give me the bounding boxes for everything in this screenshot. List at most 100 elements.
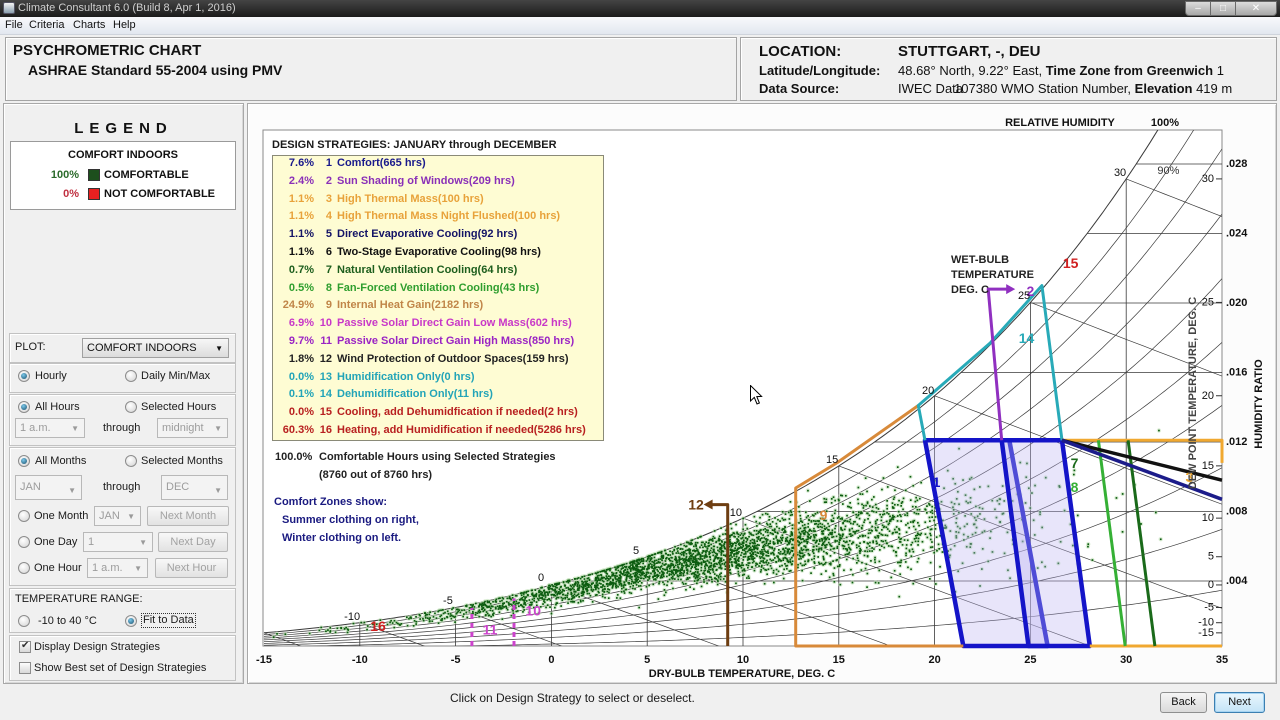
all-months-label[interactable]: All Months <box>35 455 87 467</box>
sun-shading-zone[interactable] <box>986 287 1013 441</box>
hourly-radio[interactable] <box>18 370 30 382</box>
display-strategies-checkbox[interactable] <box>19 640 31 653</box>
one-month-dropdown[interactable]: JAN ▼ <box>94 506 141 526</box>
strategy-row-1[interactable]: 7.6% 1 Comfort(665 hrs) <box>273 155 603 173</box>
show-best-strategies-checkbox[interactable] <box>19 662 31 674</box>
selected-months-radio[interactable] <box>125 455 137 467</box>
legend-not-comfortable-label: NOT COMFORTABLE <box>104 188 216 200</box>
zone-label-2: 2 <box>1027 283 1035 299</box>
legend-not-comfortable-pct: 0% <box>63 188 79 200</box>
wind-protection-zone[interactable] <box>706 503 730 646</box>
strategy-row-9[interactable]: 24.9% 9 Internal Heat Gain(2182 hrs) <box>273 297 603 315</box>
selected-months-label[interactable]: Selected Months <box>141 455 223 467</box>
x-tick-label: 20 <box>928 654 940 666</box>
strategy-percent: 7.6% <box>288 157 314 169</box>
dehumidification-zone[interactable] <box>916 284 1064 441</box>
internal-heat-gain-zone[interactable] <box>794 404 964 648</box>
one-day-label[interactable]: One Day <box>34 536 78 548</box>
fixed-range-radio[interactable] <box>18 615 30 627</box>
strategy-percent: 1.1% <box>288 246 314 258</box>
all-hours-label[interactable]: All Hours <box>35 401 80 413</box>
strategy-row-5[interactable]: 1.1% 5 Direct Evaporative Cooling(92 hrs) <box>273 226 603 244</box>
hour-to-dropdown[interactable]: midnight ▼ <box>157 418 228 438</box>
next-hour-button[interactable]: Next Hour <box>155 558 228 578</box>
next-day-button[interactable]: Next Day <box>158 532 228 552</box>
one-hour-radio[interactable] <box>18 562 30 574</box>
chevron-down-icon: ▼ <box>139 538 147 547</box>
one-hour-label[interactable]: One Hour <box>34 562 82 574</box>
strategy-row-3[interactable]: 1.1% 3 High Thermal Mass(100 hrs) <box>273 191 603 209</box>
hourly-label[interactable]: Hourly <box>35 370 67 382</box>
selected-hours-radio[interactable] <box>125 401 137 413</box>
selected-hours-label[interactable]: Selected Hours <box>141 401 217 413</box>
menu-charts[interactable]: Charts <box>73 19 106 31</box>
natural-ventilation-zone[interactable] <box>1126 440 1157 647</box>
humidity-ratio-tick-label: .016 <box>1226 367 1247 379</box>
humidity-ratio-tick-label: .020 <box>1226 297 1247 309</box>
strategy-row-16[interactable]: 60.3% 16 Heating, add Humidification if ne… <box>273 422 603 440</box>
wet-bulb-label: 10 <box>730 507 742 519</box>
month-to-dropdown[interactable]: DEC ▼ <box>161 475 228 500</box>
summary-hours: (8760 out of 8760 hrs) <box>319 469 433 481</box>
show-best-strategies-label[interactable]: Show Best set of Design Strategies <box>34 662 207 674</box>
app-icon <box>3 2 15 14</box>
legend-title: LEGEND <box>74 120 173 137</box>
one-month-label[interactable]: One Month <box>34 510 89 522</box>
strategy-percent: 9.7% <box>288 335 314 347</box>
all-months-radio[interactable] <box>18 455 30 467</box>
one-day-dropdown[interactable]: 1 ▼ <box>83 532 153 552</box>
title-bar: Climate Consultant 6.0 (Build 8, Apr 1, … <box>0 0 1280 17</box>
daily-minmax-radio[interactable] <box>125 370 137 382</box>
menu-help[interactable]: Help <box>113 19 136 31</box>
zone-label-16: 16 <box>370 618 386 634</box>
strategy-row-6[interactable]: 1.1% 6 Two-Stage Evaporative Cooling(98 hr… <box>273 244 603 262</box>
fixed-range-label[interactable]: -10 to 40 °C <box>38 615 97 627</box>
strategy-row-12[interactable]: 1.8% 12 Wind Protection of Outdoor Spaces(… <box>273 351 603 369</box>
all-hours-radio[interactable] <box>18 401 30 413</box>
strategy-label: Heating, add Humidification if needed(52… <box>337 424 586 436</box>
humidity-ratio-tick-label: .024 <box>1226 228 1248 240</box>
strategy-row-13[interactable]: 0.0% 13 Humidification Only(0 hrs) <box>273 369 603 387</box>
x-tick-label: -15 <box>256 654 272 666</box>
wet-bulb-label: 30 <box>1114 167 1126 179</box>
strategy-percent: 0.1% <box>288 388 314 401</box>
strategy-label: Two-Stage Evaporative Cooling(98 hrs) <box>337 246 541 258</box>
fit-to-data-radio[interactable] <box>125 615 137 627</box>
minimize-button[interactable]: – <box>1185 1 1211 16</box>
strategy-row-14[interactable]: 0.1% 14 Dehumidification Only(11 hrs) <box>273 386 603 404</box>
fan-forced-ventilation-zone[interactable] <box>1096 440 1127 647</box>
one-day-radio[interactable] <box>18 536 30 548</box>
strategy-row-4[interactable]: 1.1% 4 High Thermal Mass Night Flushed(100… <box>273 208 603 226</box>
plot-dropdown-value: COMFORT INDOORS <box>87 342 197 354</box>
two-stage-evaporative-zone[interactable] <box>1061 438 1223 482</box>
x-tick-label: -5 <box>451 654 461 666</box>
hour-from-dropdown[interactable]: 1 a.m. ▼ <box>15 418 85 438</box>
next-month-button[interactable]: Next Month <box>147 506 229 526</box>
chevron-down-icon: ▼ <box>215 344 223 353</box>
daily-minmax-label[interactable]: Daily Min/Max <box>141 370 211 382</box>
high-thermal-mass-zone[interactable] <box>1062 438 1224 463</box>
close-button[interactable]: ✕ <box>1235 1 1277 16</box>
strategy-row-15[interactable]: 0.0% 15 Cooling, add Dehumidfication if ne… <box>273 404 603 422</box>
back-button[interactable]: Back <box>1160 692 1207 713</box>
one-hour-dropdown[interactable]: 1 a.m. ▼ <box>87 558 148 578</box>
month-from-dropdown[interactable]: JAN ▼ <box>15 475 82 500</box>
strategy-row-10[interactable]: 6.9% 10 Passive Solar Direct Gain Low Mass… <box>273 315 603 333</box>
next-button[interactable]: Next <box>1214 692 1265 713</box>
strategy-row-8[interactable]: 0.5% 8 Fan-Forced Ventilation Cooling(43 h… <box>273 280 603 298</box>
plot-dropdown[interactable]: COMFORT INDOORS ▼ <box>82 338 229 358</box>
maximize-button[interactable]: □ <box>1210 1 1236 16</box>
fit-to-data-label[interactable]: Fit to Data <box>141 613 196 628</box>
humidity-ratio-tick-label: .004 <box>1226 575 1248 587</box>
menu-file[interactable]: File <box>5 19 23 31</box>
timezone-value: 1 <box>1216 63 1224 78</box>
menu-criteria[interactable]: Criteria <box>29 19 65 31</box>
x-tick-label: 15 <box>833 654 845 666</box>
zone-label-3: 3 <box>1186 469 1194 485</box>
direct-evaporative-zone[interactable] <box>1061 438 1223 501</box>
strategy-row-11[interactable]: 9.7% 11 Passive Solar Direct Gain High Mas… <box>273 333 603 351</box>
one-month-radio[interactable] <box>18 510 30 522</box>
strategy-row-2[interactable]: 2.4% 2 Sun Shading of Windows(209 hrs) <box>273 173 603 191</box>
strategy-row-7[interactable]: 0.7% 7 Natural Ventilation Cooling(64 hrs) <box>273 262 603 280</box>
display-strategies-label[interactable]: Display Design Strategies <box>34 641 160 653</box>
